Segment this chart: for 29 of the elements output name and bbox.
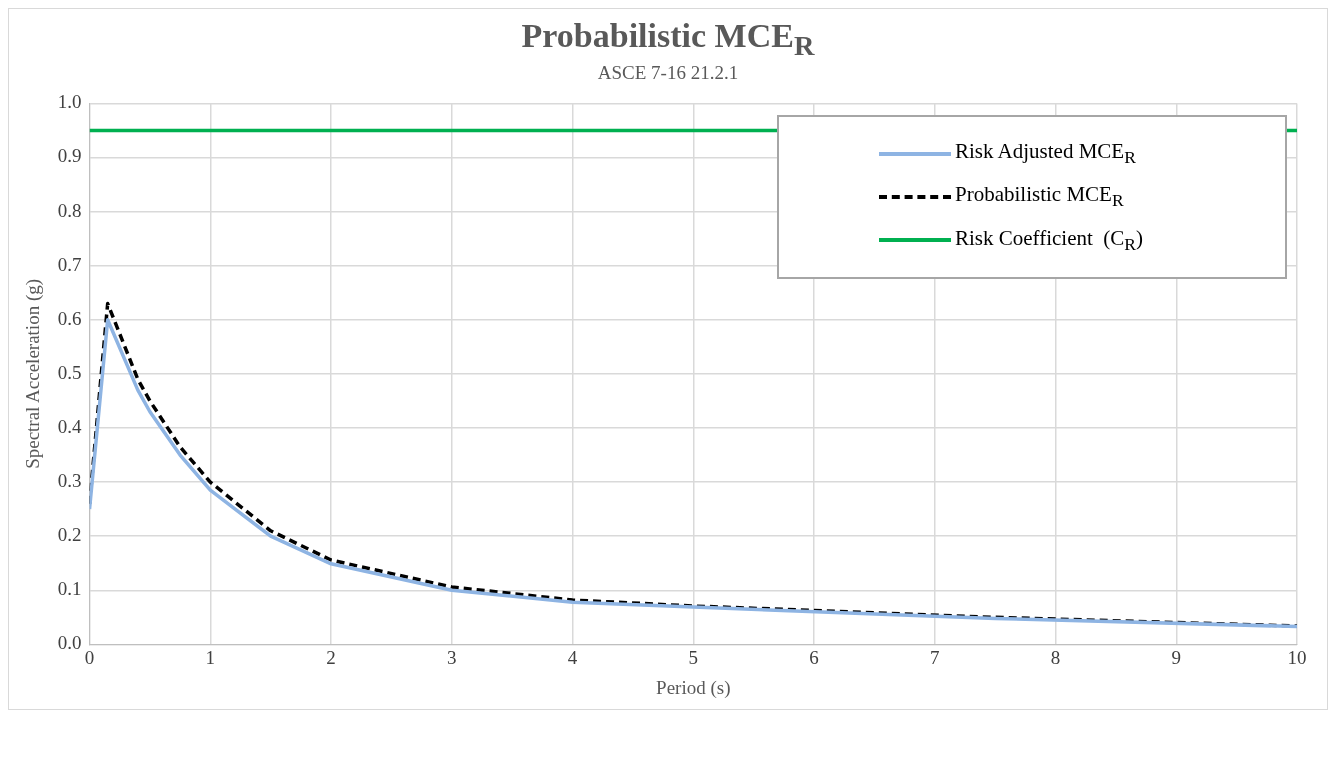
y-tick-label: 0.5 <box>57 361 82 383</box>
legend-label: Risk Adjusted MCE$_{R}$ <box>955 139 1136 169</box>
x-tick-label: 3 <box>447 646 457 668</box>
y-tick-label: 0.0 <box>57 632 82 654</box>
y-tick-label: 0.9 <box>57 145 82 167</box>
y-tick-label: 0.7 <box>57 253 82 275</box>
y-tick-label: 0.3 <box>57 469 82 491</box>
x-tick-label: 8 <box>1050 646 1061 668</box>
y-tick-label: 0.1 <box>57 578 82 600</box>
y-tick-label: 0.4 <box>57 415 83 437</box>
y-tick-label: 0.6 <box>57 307 82 329</box>
y-tick-label: 1.0 <box>57 91 82 113</box>
y-tick-label: 0.2 <box>57 523 82 545</box>
x-tick-label: 5 <box>688 646 699 668</box>
x-tick-label: 0 <box>84 646 95 668</box>
chart-title: Probabilistic MCE$_{R}$ <box>520 17 816 62</box>
x-tick-label: 2 <box>326 646 336 668</box>
x-tick-label: 7 <box>930 646 940 668</box>
x-tick-label: 6 <box>809 646 819 668</box>
x-tick-label: 9 <box>1171 646 1182 668</box>
chart-subtitle: ASCE 7-16 21.2.1 <box>596 61 740 84</box>
legend-label: Risk Coefficient (C$_{R}$) <box>955 225 1144 255</box>
y-tick-label: 0.8 <box>57 199 82 221</box>
x-axis-title: Period (s) <box>656 676 731 699</box>
x-tick-label: 4 <box>567 646 578 668</box>
legend-label: Probabilistic MCE$_{R}$ <box>955 182 1124 212</box>
y-axis-title: Spectral Acceleration (g) <box>22 278 45 469</box>
x-tick-label: 1 <box>205 646 216 668</box>
x-tick-label: 10 <box>1287 646 1307 668</box>
